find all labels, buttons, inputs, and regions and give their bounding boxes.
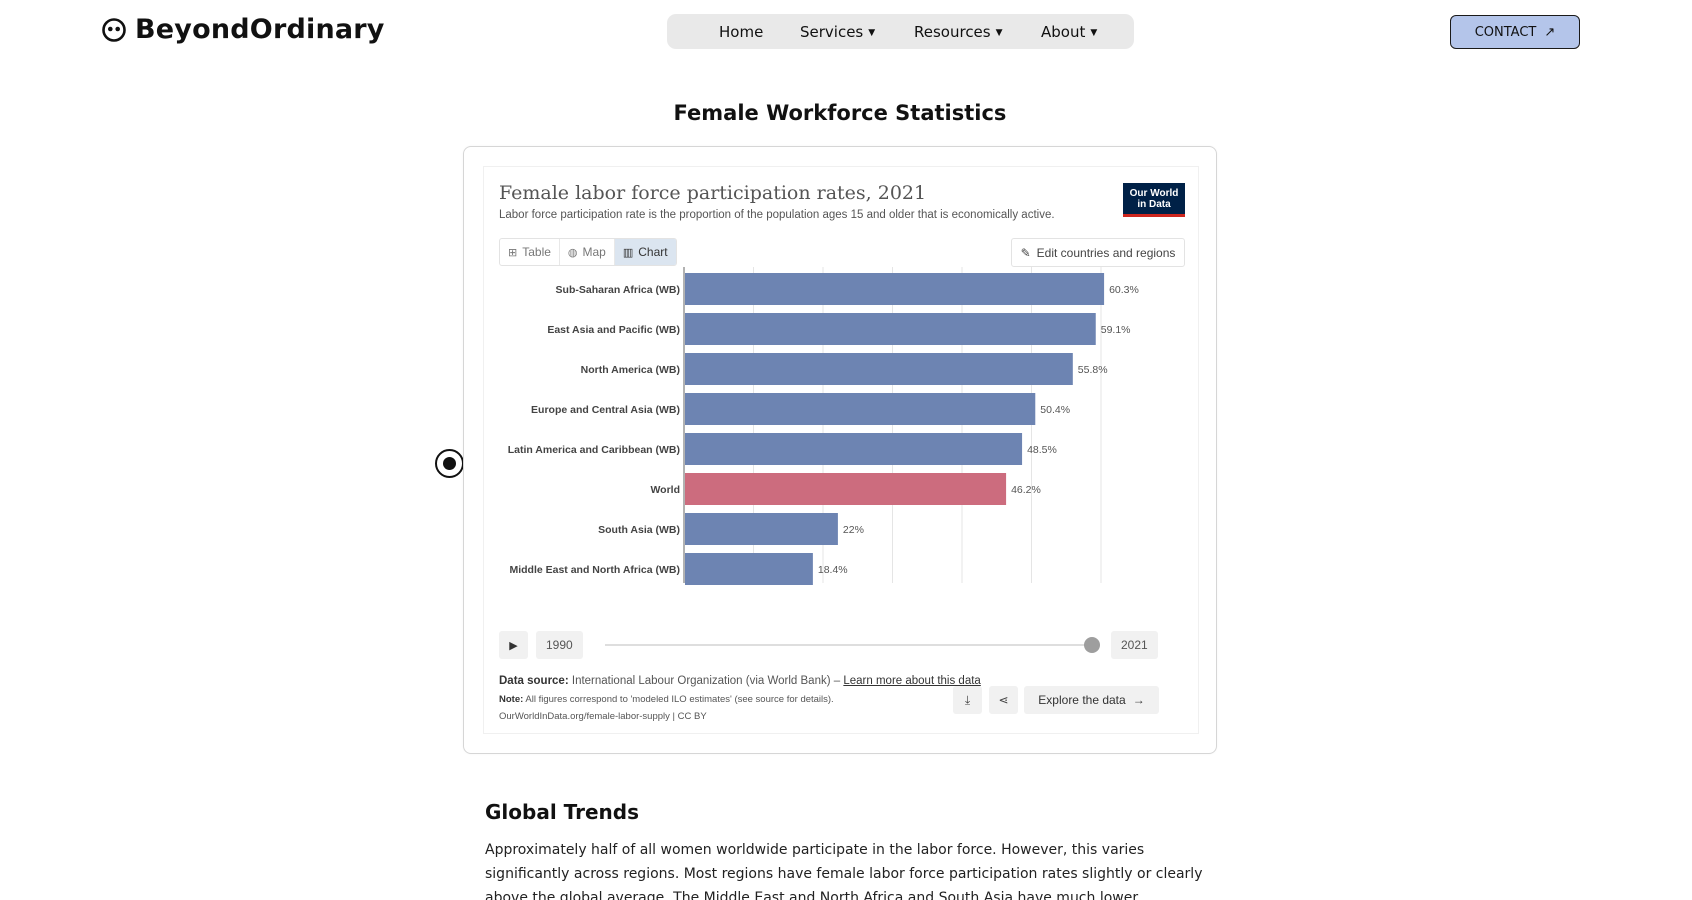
category-label: South Asia (WB)	[598, 524, 680, 536]
share-icon: ⋖	[998, 693, 1009, 707]
tab-chart[interactable]: ▥ Chart	[614, 239, 676, 265]
value-label: 50.4%	[1040, 404, 1070, 416]
category-label: East Asia and Pacific (WB)	[547, 324, 680, 336]
chart-subtitle: Labor force participation rate is the pr…	[499, 209, 1055, 221]
learn-more-link[interactable]: Learn more about this data	[843, 675, 981, 687]
pencil-icon: ✎	[1020, 245, 1031, 260]
category-label: World	[650, 484, 680, 496]
play-icon: ▶	[509, 639, 518, 652]
tab-map[interactable]: ◍ Map	[560, 239, 615, 265]
share-button[interactable]: ⋖	[989, 686, 1018, 714]
value-label: 55.8%	[1078, 364, 1108, 376]
owid-grapher: Female labor force participation rates, …	[483, 166, 1199, 734]
contact-button[interactable]: CONTACT ↗	[1450, 15, 1580, 49]
chart-url: OurWorldInData.org/female-labor-supply |…	[499, 711, 707, 722]
download-icon: ⤓	[964, 692, 971, 707]
bar[interactable]	[685, 473, 1007, 505]
brand-name: BeyondOrdinary	[135, 14, 385, 45]
value-label: 59.1%	[1101, 324, 1131, 336]
nav-home[interactable]: Home	[719, 23, 764, 41]
value-label: 18.4%	[818, 564, 848, 576]
caret-down-icon: ▼	[1090, 28, 1098, 38]
bar[interactable]	[685, 273, 1105, 305]
category-label: Sub-Saharan Africa (WB)	[556, 284, 680, 296]
brand-logo[interactable]: BeyondOrdinary	[101, 14, 385, 45]
caret-down-icon: ▼	[995, 28, 1003, 38]
tab-table[interactable]: ⊞ Table	[500, 239, 560, 265]
category-label: Europe and Central Asia (WB)	[531, 404, 680, 416]
owid-logo[interactable]: Our World in Data	[1123, 183, 1185, 217]
value-label: 48.5%	[1027, 444, 1057, 456]
nav-resources[interactable]: Resources ▼	[914, 23, 1003, 41]
page-title: Female Workforce Statistics	[673, 101, 1007, 125]
caret-down-icon: ▼	[868, 28, 876, 38]
category-label: North America (WB)	[581, 364, 680, 376]
edit-countries-button[interactable]: ✎ Edit countries and regions	[1011, 238, 1185, 267]
table-icon: ⊞	[508, 246, 518, 259]
chart-note: Note: All figures correspond to 'modeled…	[499, 694, 834, 705]
bar[interactable]	[685, 393, 1036, 425]
play-button[interactable]: ▶	[499, 631, 528, 659]
category-label: Latin America and Caribbean (WB)	[508, 444, 680, 456]
nav-about[interactable]: About ▼	[1041, 23, 1098, 41]
view-tabs: ⊞ Table ◍ Map ▥ Chart	[499, 238, 677, 266]
smiley-logo-icon	[101, 17, 127, 43]
download-button[interactable]: ⤓	[953, 686, 982, 714]
arrow-right-icon: →	[1132, 693, 1145, 707]
section-body: Approximately half of all women worldwid…	[485, 842, 1203, 900]
bar[interactable]	[685, 513, 838, 545]
bar[interactable]	[685, 313, 1096, 345]
arrow-up-right-icon: ↗	[1544, 24, 1556, 40]
bar[interactable]	[685, 433, 1023, 465]
bar[interactable]	[685, 353, 1073, 385]
timeline-end-year[interactable]: 2021	[1111, 631, 1158, 659]
category-label: Middle East and North Africa (WB)	[509, 564, 680, 576]
timeline-start-year[interactable]: 1990	[536, 631, 583, 659]
explore-data-button[interactable]: Explore the data →	[1024, 686, 1159, 714]
radio-button[interactable]	[435, 449, 464, 478]
main-nav: Home Services ▼ Resources ▼ About ▼	[667, 14, 1134, 49]
bar-chart-icon: ▥	[622, 246, 634, 259]
bar-chart: Sub-Saharan Africa (WB) 60.3% East Asia an…	[508, 267, 1139, 585]
data-source: Data source: International Labour Organi…	[499, 675, 981, 687]
value-label: 22%	[843, 524, 864, 536]
chart-title: Female labor force participation rates, …	[499, 182, 927, 204]
bar[interactable]	[685, 553, 813, 585]
timeline-track[interactable]	[605, 644, 1095, 646]
timeline-handle[interactable]	[1084, 637, 1100, 653]
value-label: 60.3%	[1109, 284, 1139, 296]
value-label: 46.2%	[1011, 484, 1041, 496]
nav-services[interactable]: Services ▼	[800, 23, 876, 41]
section-heading: Global Trends	[485, 800, 639, 824]
globe-icon: ◍	[567, 246, 578, 259]
